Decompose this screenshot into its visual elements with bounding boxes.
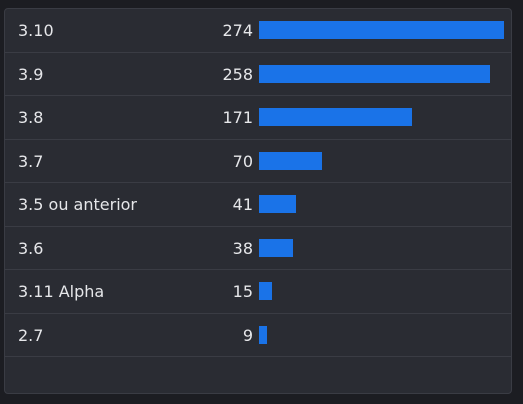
bar-row: 3.11 Alpha 15: [5, 270, 511, 314]
value-label: 171: [222, 108, 253, 127]
bar: [259, 282, 273, 300]
value-label: 258: [222, 64, 253, 84]
bar-row: 3.5 ou anterior 41: [5, 183, 511, 227]
bar: [259, 195, 296, 213]
bar: [259, 21, 504, 39]
value-label: 9: [242, 325, 253, 345]
category-label: 3.5 ou anterior: [18, 195, 137, 214]
bar: [259, 108, 412, 126]
bar: [259, 238, 293, 257]
value-label: 15: [232, 282, 253, 301]
bar: [259, 64, 490, 83]
value-label: 274: [222, 21, 253, 40]
bar: [259, 151, 322, 170]
category-label: 3.6: [18, 238, 44, 258]
category-label: 3.11 Alpha: [18, 282, 105, 301]
bar-row: 3.7 70: [5, 140, 511, 183]
category-label: 3.9: [18, 64, 44, 84]
bar-rows: 3.10 274 3.9 258 3.8 171 3.7 70 3.5 ou anterior 4…: [5, 9, 511, 357]
value-label: 70: [232, 151, 253, 171]
category-label: 3.7: [18, 151, 44, 171]
bar-row: 3.6 38: [5, 227, 511, 270]
category-label: 3.10: [18, 21, 54, 40]
value-label: 41: [232, 195, 253, 214]
bar-row: 3.8 171: [5, 96, 511, 140]
category-label: 3.8: [18, 108, 44, 127]
bar: [259, 325, 268, 344]
bar-row: 3.10 274: [5, 9, 511, 53]
category-label: 2.7: [18, 325, 44, 345]
bar-row: 2.7 9: [5, 314, 511, 357]
bar-row: 3.9 258: [5, 53, 511, 96]
value-label: 38: [232, 238, 253, 258]
chart-panel: 3.10 274 3.9 258 3.8 171 3.7 70 3.5 ou anterior 4…: [4, 8, 512, 394]
